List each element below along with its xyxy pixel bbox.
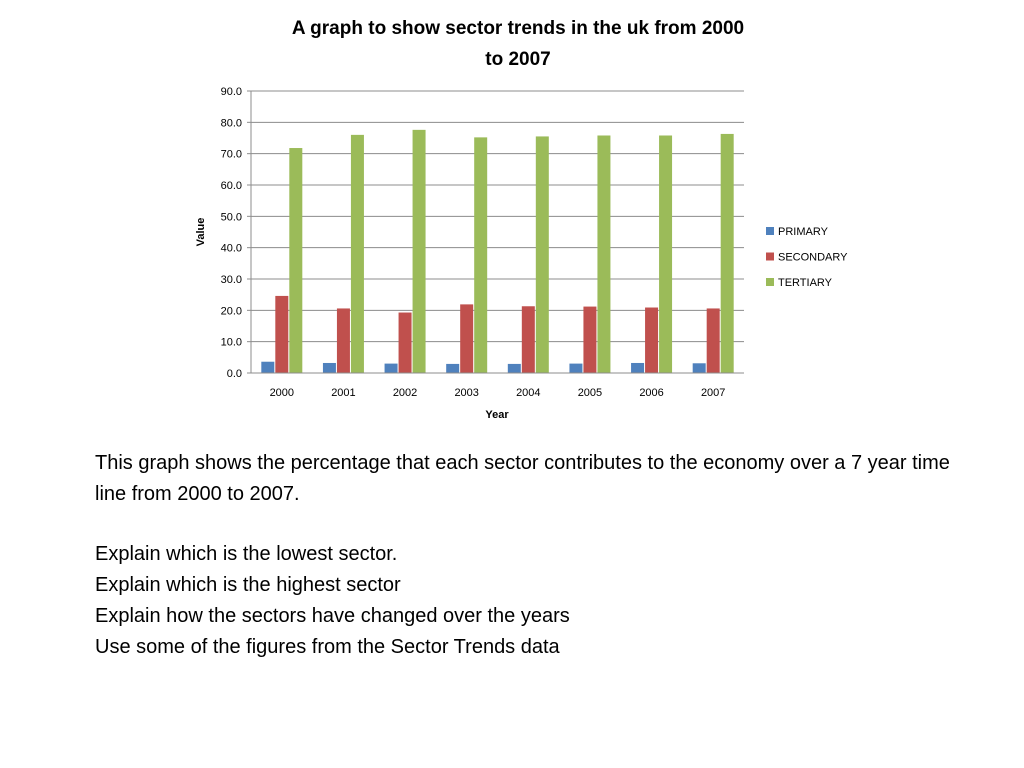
legend-swatch [766,278,774,286]
bar-primary-2005 [569,363,583,373]
y-tick-label: 60.0 [221,180,242,192]
y-tick-label: 0.0 [227,368,242,380]
intro-paragraph: This graph shows the percentage that eac… [95,452,950,505]
y-tick-label: 30.0 [221,274,242,286]
bar-secondary-2004 [521,306,535,373]
bar-primary-2004 [507,363,521,373]
bar-primary-2000 [261,361,275,373]
x-tick-label: 2002 [393,387,417,399]
slide-body-text: This graph shows the percentage that eac… [95,448,975,663]
bar-primary-2001 [322,362,336,373]
chart-title-line-1: A graph to show sector trends in the uk … [292,18,744,39]
bar-secondary-2000 [275,295,289,373]
legend-label: SECONDARY [778,252,848,264]
bar-primary-2006 [631,362,645,373]
legend-swatch [766,227,774,235]
y-tick-label: 10.0 [221,337,242,349]
y-axis-title: Value [195,218,207,247]
y-tick-label: 70.0 [221,149,242,161]
axes: 0.0 10.0 20.0 30.0 40.0 50.0 60.0 70.0 80.0 90.0 2… [221,86,744,399]
y-tick-label: 20.0 [221,305,242,317]
bar-secondary-2006 [645,307,659,373]
x-tick-label: 2001 [331,387,355,399]
instruction-line: Explain which is the highest sector [95,574,401,596]
y-tick-label: 50.0 [221,211,242,223]
bar-tertiary-2004 [535,136,549,373]
bar-tertiary-2005 [597,135,611,373]
legend-label: PRIMARY [778,226,829,238]
x-tick-label: 2000 [270,387,294,399]
bar-tertiary-2001 [350,134,364,373]
x-axis-title: Year [485,409,509,421]
bar-secondary-2002 [398,312,412,373]
x-tick-label: 2006 [639,387,663,399]
x-tick-label: 2007 [701,387,725,399]
legend: PRIMARY SECONDARY TERTIARY [766,226,848,289]
y-tick-label: 80.0 [221,117,242,129]
legend-label: TERTIARY [778,277,833,289]
bar-tertiary-2007 [720,133,734,373]
bar-secondary-2005 [583,306,597,373]
legend-swatch [766,252,774,261]
bar-secondary-2001 [336,308,350,373]
instruction-line: Explain which is the lowest sector. [95,543,398,565]
y-tick-label: 40.0 [221,243,242,255]
bar-tertiary-2006 [659,135,673,373]
bar-chart: A graph to show sector trends in the uk … [195,18,848,421]
y-tick-label: 90.0 [221,86,242,98]
bar-tertiary-2003 [474,137,488,373]
x-tick-label: 2005 [578,387,602,399]
bar-tertiary-2002 [412,129,426,373]
bar-primary-2002 [384,363,398,373]
bar-secondary-2007 [706,308,720,373]
x-tick-label: 2004 [516,387,540,399]
x-tick-label: 2003 [454,387,478,399]
bar-primary-2007 [692,363,706,373]
bars [261,129,734,373]
instruction-line: Use some of the figures from the Sector … [95,636,560,658]
bar-tertiary-2000 [289,148,303,373]
gridlines [251,90,744,343]
bar-secondary-2003 [460,304,474,373]
bar-primary-2003 [446,363,460,373]
chart-title-line-2: to 2007 [485,49,550,70]
instruction-line: Explain how the sectors have changed ove… [95,605,570,627]
